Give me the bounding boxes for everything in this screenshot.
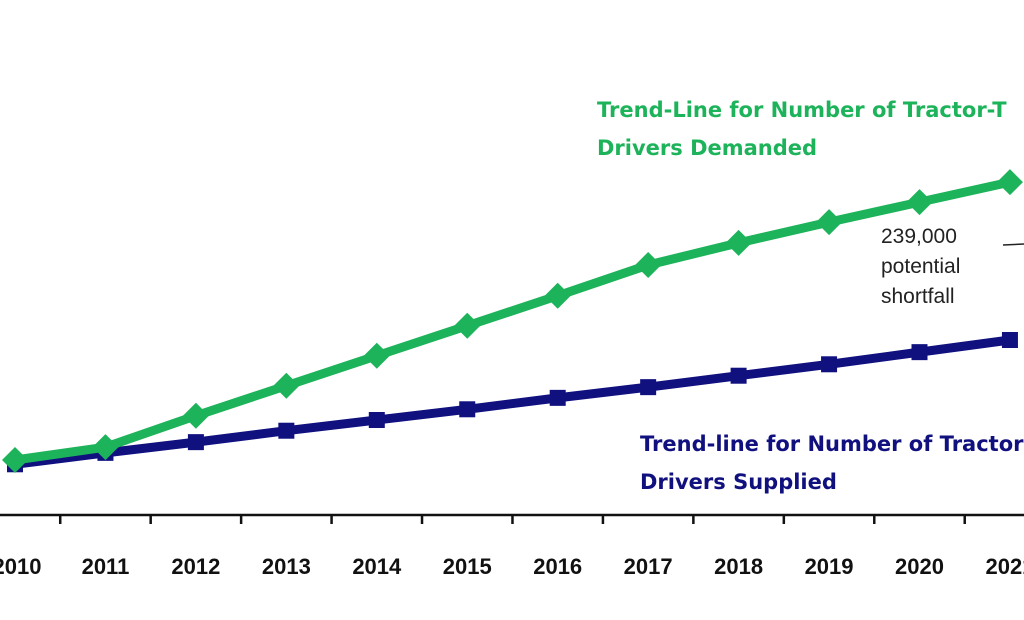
- x-tick-label: 2012: [171, 554, 220, 579]
- annotation-line: shortfall: [881, 285, 955, 308]
- data-point-diamond: [816, 209, 843, 236]
- x-tick-label: 2015: [443, 554, 492, 579]
- data-point-diamond: [92, 434, 119, 461]
- annotation-line: potential: [881, 255, 961, 278]
- x-tick-label: 2020: [895, 554, 944, 579]
- data-point-diamond: [996, 169, 1023, 196]
- series-label-line1: Trend-Line for Number of Tractor-T: [597, 98, 1007, 122]
- data-point-square: [187, 434, 204, 451]
- x-tick-label: 2010: [0, 554, 41, 579]
- data-point-square: [821, 356, 838, 373]
- annotation-line: 239,000: [881, 225, 957, 248]
- data-point-square: [911, 344, 928, 361]
- data-point-square: [730, 367, 747, 384]
- x-tick-label: 2021: [985, 554, 1024, 579]
- series-line: [14, 335, 1011, 469]
- data-point-diamond: [273, 372, 300, 399]
- data-point-diamond: [454, 312, 481, 339]
- series-label-line2: Drivers Supplied: [640, 470, 837, 494]
- x-tick-label: 2014: [352, 554, 402, 579]
- x-tick-label: 2018: [714, 554, 763, 579]
- data-point-diamond: [544, 282, 571, 309]
- x-tick-label: 2019: [805, 554, 854, 579]
- data-point-square: [368, 412, 385, 428]
- data-point-diamond: [635, 252, 662, 278]
- data-point-diamond: [725, 229, 752, 256]
- annotation-pointer: [1002, 243, 1024, 246]
- series-label-supplied: Trend-line for Number of Tractor Drivers…: [640, 425, 1024, 501]
- data-point-square: [549, 389, 566, 406]
- data-point-square: [278, 422, 295, 439]
- x-tick-label: 2013: [262, 554, 311, 579]
- x-tick-label: 2016: [533, 554, 582, 579]
- data-point-diamond: [2, 447, 28, 473]
- series-label-line1: Trend-line for Number of Tractor: [640, 432, 1024, 456]
- data-point-square: [459, 401, 476, 418]
- data-point-square: [640, 379, 657, 396]
- series-label-line2: Drivers Demanded: [597, 136, 818, 160]
- shortfall-annotation: 239,000 potential shortfall: [881, 222, 960, 312]
- series-line: [14, 177, 1011, 465]
- series-label-demanded: Trend-Line for Number of Tractor-T Drive…: [597, 91, 1007, 167]
- data-point-square: [1001, 332, 1018, 348]
- data-point-diamond: [906, 189, 933, 216]
- x-tick-label: 2017: [624, 554, 673, 579]
- data-point-diamond: [182, 402, 209, 429]
- data-point-diamond: [363, 342, 390, 369]
- x-tick-label: 2011: [82, 554, 130, 579]
